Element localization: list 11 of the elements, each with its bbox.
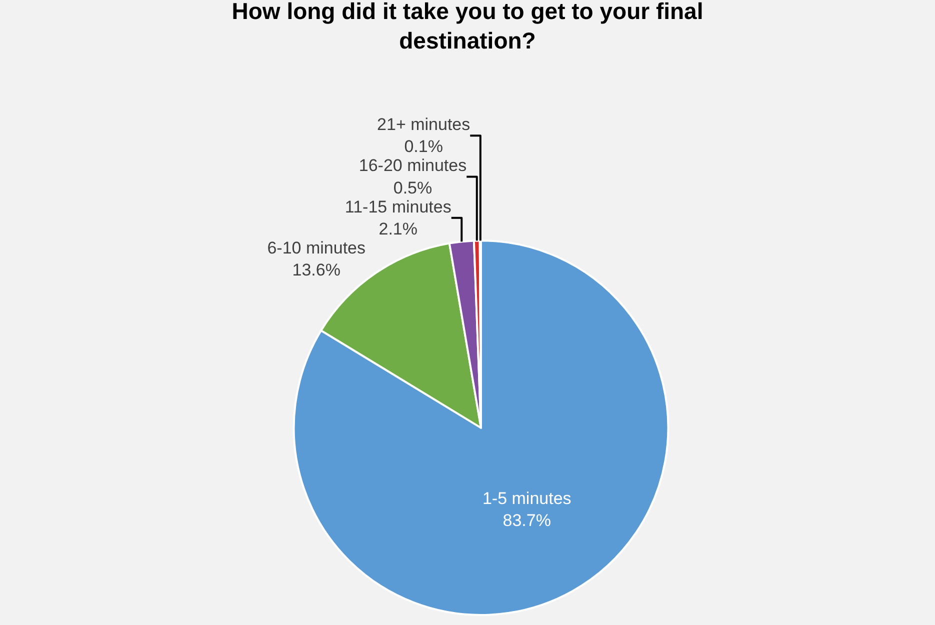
data-label: 2.1% xyxy=(378,219,418,238)
slice-label: 11-15 minutes xyxy=(344,197,452,216)
slice-label: 6-10 minutes xyxy=(267,238,366,258)
slice-label: 16-20 minutes xyxy=(358,156,467,176)
data-label: 0.5% xyxy=(393,178,432,198)
chart-title: How long did it take you to get to your final destination? xyxy=(232,0,704,54)
data-label: 13.6% xyxy=(292,260,340,280)
slice-label: 1-5 minutes xyxy=(482,488,572,508)
slice-label: 21+ minutes xyxy=(377,115,470,134)
data-label: 0.1% xyxy=(404,137,443,156)
data-label: 83.7% xyxy=(502,510,551,530)
